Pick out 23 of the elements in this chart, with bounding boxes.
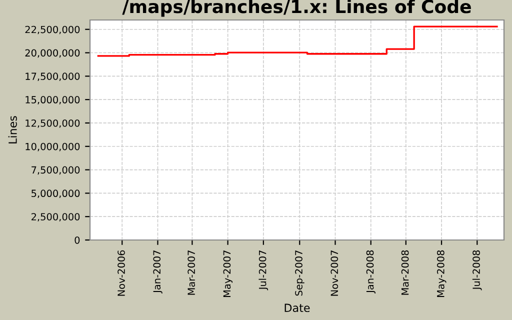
y-tick-label: 10,000,000: [26, 142, 80, 152]
y-tick-label: 17,500,000: [26, 72, 80, 81]
x-tick-label: Mar-2007: [188, 250, 196, 295]
x-tick-label: Jul-2007: [258, 250, 268, 290]
y-tick-label: 15,000,000: [26, 96, 80, 104]
x-tick-label: Sep-2007: [295, 250, 304, 296]
x-tick-label: Jul-2008: [472, 250, 482, 290]
y-tick-label: 2,500,000: [32, 213, 80, 222]
y-tick-label: 22,500,000: [25, 26, 80, 34]
x-tick-label: Nov-2006: [118, 250, 125, 296]
x-tick-label: Mar-2008: [401, 250, 409, 295]
y-tick-label: 7,500,000: [32, 166, 80, 175]
y-tick-label: 20,000,000: [25, 49, 80, 58]
y-tick-label: 5,000,000: [32, 190, 80, 198]
y-tick-label: 12,500,000: [26, 119, 80, 128]
x-tick-label: Jan-2008: [366, 250, 376, 294]
x-tick-label: May-2008: [436, 250, 446, 297]
x-tick-label: Nov-2007: [330, 250, 338, 296]
x-axis-title: Date: [284, 304, 310, 312]
y-axis-title: Lines: [8, 116, 17, 144]
x-tick-label: May-2007: [223, 250, 233, 297]
y-tick-label: 0: [74, 236, 80, 244]
x-tick-label: Jan-2007: [153, 250, 162, 294]
